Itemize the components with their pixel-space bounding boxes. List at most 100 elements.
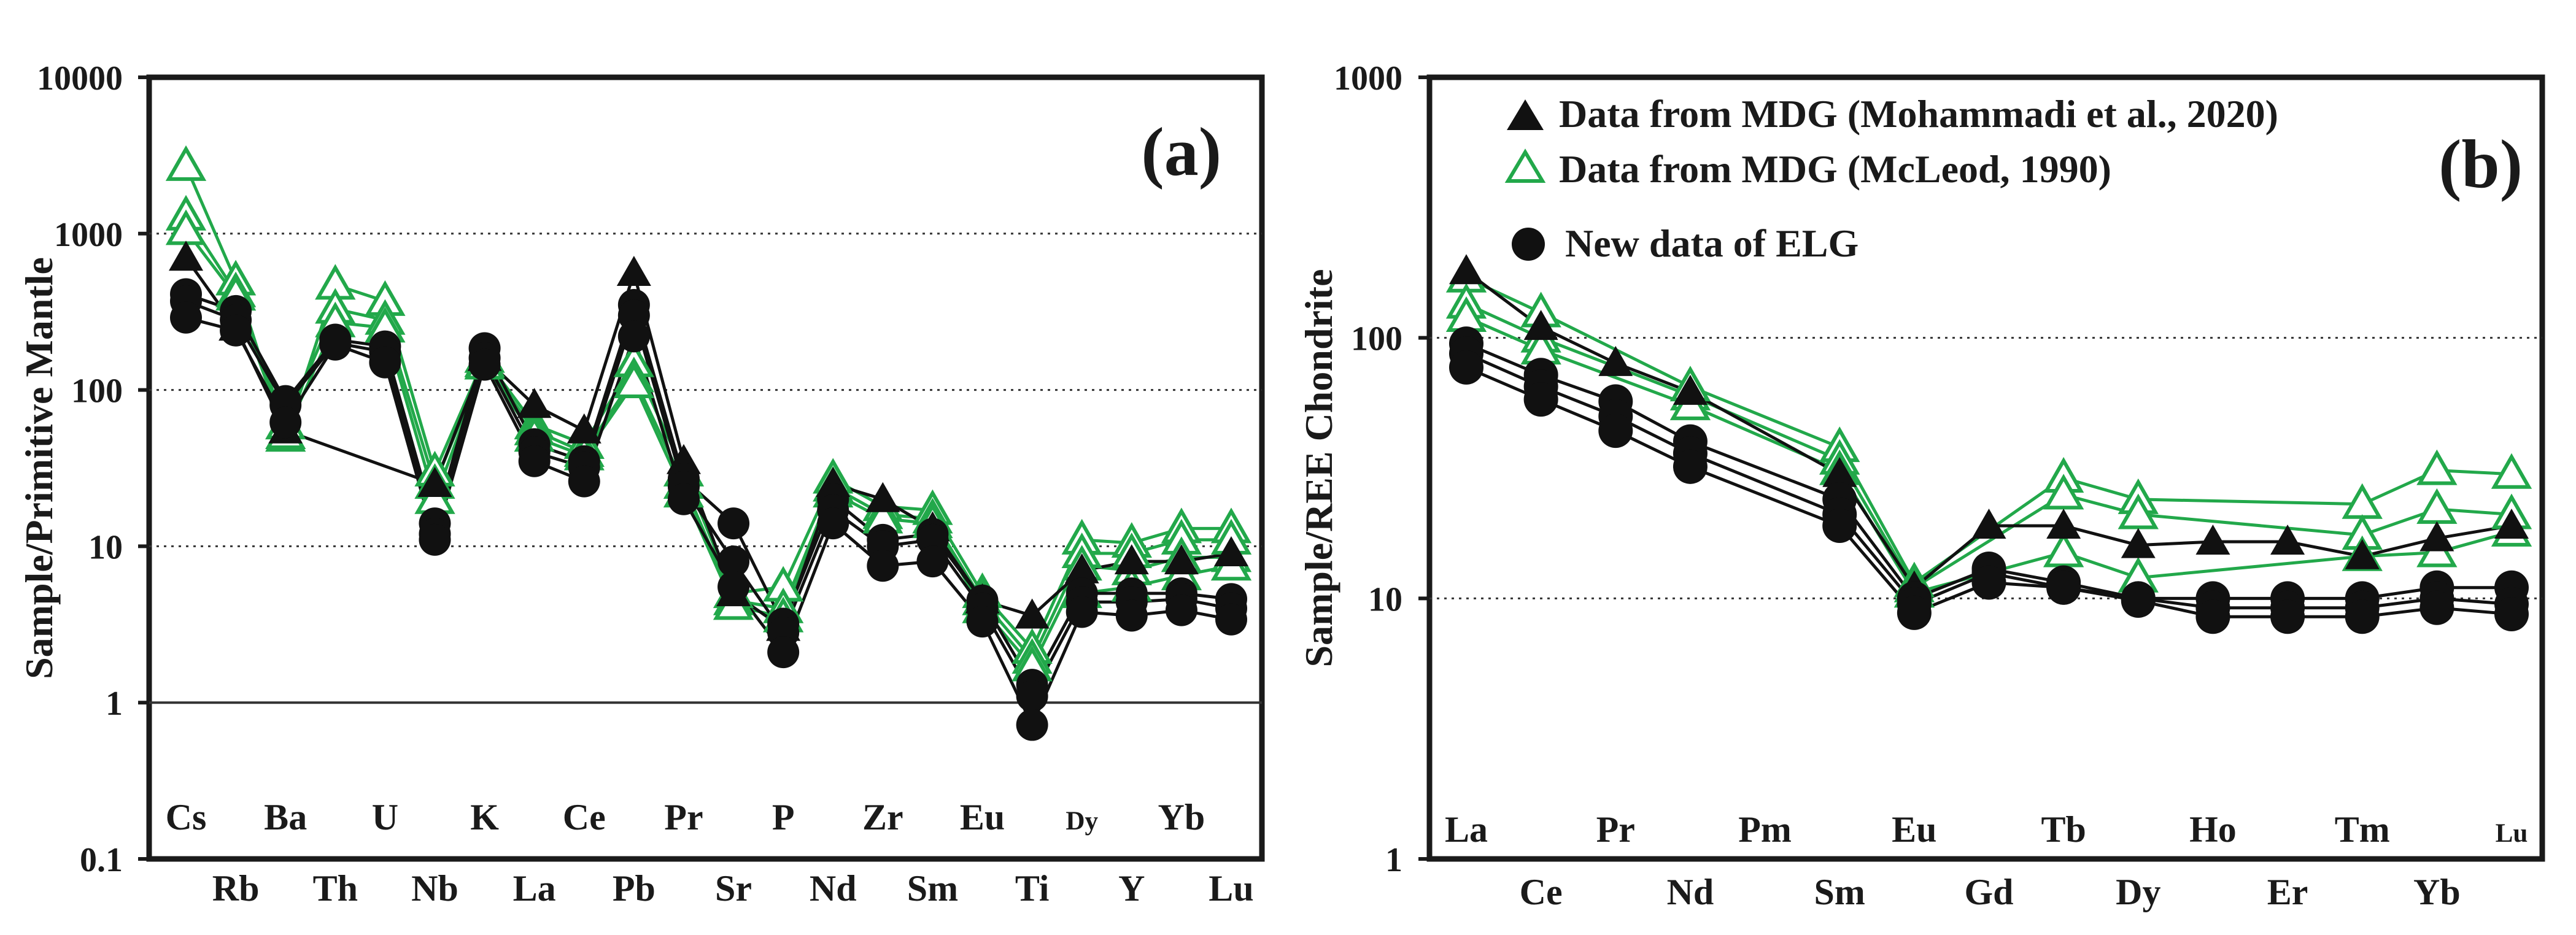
x-category-label-dy: Dy bbox=[1066, 807, 1098, 836]
x-category-label-zr: Zr bbox=[862, 797, 903, 837]
data-point-mohammadi-lu bbox=[2494, 508, 2529, 539]
x-category-label-la: La bbox=[1445, 809, 1488, 850]
x-category-label-yb: Yb bbox=[1158, 797, 1205, 837]
series-line-mcleod-4 bbox=[1081, 564, 1232, 595]
x-category-label-cs: Cs bbox=[166, 797, 207, 837]
panel-b-legend: Data from MDG (Mohammadi et al., 2020) D… bbox=[1504, 92, 2278, 265]
panel-a-plot-frame bbox=[146, 74, 1265, 862]
panel-b-y-axis-title: Sample/REE Chondrite bbox=[1297, 269, 1340, 668]
y-tick-label: 1000 bbox=[54, 216, 123, 254]
x-category-label-ti: Ti bbox=[1015, 868, 1050, 909]
panel-b-x-labels: La Ce Pr Nd Pm Sm Eu Gd Tb Dy Ho Er Tm Yb Lu bbox=[1445, 809, 2528, 912]
panel-b-gridlines bbox=[1429, 337, 2542, 599]
legend-filled-triangle-marker bbox=[1507, 99, 1544, 130]
data-point-mohammadi-gd bbox=[1971, 508, 2006, 539]
data-point-mohammadi-pb bbox=[616, 255, 651, 286]
data-point-mohammadi-sm bbox=[1822, 456, 1857, 487]
data-point-elg-ti bbox=[1016, 680, 1048, 712]
x-category-label-nd: Nd bbox=[810, 868, 857, 909]
panel-a-label: (a) bbox=[1141, 114, 1221, 190]
x-category-label-la: La bbox=[513, 868, 556, 909]
data-point-elg-yb bbox=[2419, 590, 2454, 625]
x-category-label-pr: Pr bbox=[664, 797, 703, 837]
y-tick-label: 0.1 bbox=[80, 841, 123, 879]
panel-b-y-ticks: 1 10 100 1000 bbox=[1334, 60, 1429, 879]
panel-a-gridlines bbox=[149, 233, 1262, 704]
panel-b-plot-frame bbox=[1426, 74, 2545, 862]
data-point-mohammadi-tb bbox=[2046, 508, 2081, 539]
x-category-label-pb: Pb bbox=[613, 868, 656, 909]
x-category-label-dy: Dy bbox=[2116, 872, 2160, 912]
series-line-elg-5 bbox=[185, 293, 1232, 688]
x-category-label-tm: Tm bbox=[2335, 809, 2390, 850]
data-point-elg-rb bbox=[220, 314, 252, 347]
legend-label-mohammadi: Data from MDG (Mohammadi et al., 2020) bbox=[1559, 92, 2278, 136]
legend-item-mcleod: Data from MDG (McLeod, 1990) bbox=[1504, 147, 2111, 191]
data-point-elg-pr bbox=[667, 483, 700, 515]
data-point-mohammadi-dy bbox=[1064, 553, 1099, 583]
data-point-elg-eu bbox=[1897, 595, 1932, 630]
x-category-label-ho: Ho bbox=[2189, 809, 2237, 850]
data-point-elg-k bbox=[468, 348, 501, 381]
data-point-elg-lu bbox=[1215, 603, 1247, 636]
data-point-mcleod-pb bbox=[613, 363, 655, 399]
y-tick-label: 1 bbox=[1385, 841, 1402, 879]
data-point-mohammadi-lu bbox=[1214, 536, 1248, 567]
data-point-elg-tm bbox=[2345, 599, 2380, 634]
x-category-label-rb: Rb bbox=[212, 868, 260, 909]
data-point-mohammadi-ce bbox=[567, 413, 601, 444]
data-point-mohammadi-la bbox=[517, 388, 552, 418]
data-point-elg-zr bbox=[867, 550, 899, 582]
data-point-mohammadi-yb bbox=[2419, 521, 2454, 552]
data-point-elg-th bbox=[319, 328, 352, 361]
data-point-elg-u bbox=[369, 346, 401, 379]
x-category-label-eu: Eu bbox=[960, 797, 1005, 837]
x-category-label-th: Th bbox=[313, 868, 358, 909]
x-category-label-tb: Tb bbox=[2041, 809, 2086, 850]
panel-a-y-ticks: 0.1 1 10 100 1000 10000 bbox=[37, 60, 149, 879]
data-point-elg-eu bbox=[966, 606, 999, 638]
x-category-label-eu: Eu bbox=[1892, 809, 1936, 850]
legend-filled-circle-marker bbox=[1512, 228, 1545, 261]
data-point-elg-tb bbox=[2046, 570, 2081, 605]
legend-open-triangle-marker bbox=[1504, 148, 1546, 183]
x-category-label-er: Er bbox=[2267, 872, 2308, 912]
data-point-elg-la bbox=[518, 445, 551, 477]
legend-item-elg: New data of ELG bbox=[1512, 221, 1859, 265]
data-point-mcleod-lu bbox=[2491, 453, 2532, 489]
data-point-mcleod-cs bbox=[165, 145, 207, 181]
y-tick-label: 1000 bbox=[1334, 60, 1402, 98]
x-category-label-ba: Ba bbox=[264, 797, 307, 837]
y-tick-label: 10 bbox=[1368, 580, 1402, 618]
y-tick-label: 100 bbox=[1351, 320, 1402, 358]
x-category-label-gd: Gd bbox=[1964, 872, 2013, 912]
data-point-mohammadi-nb bbox=[417, 467, 452, 498]
legend-item-mohammadi: Data from MDG (Mohammadi et al., 2020) bbox=[1507, 92, 2278, 136]
data-point-elg-ho bbox=[2195, 599, 2230, 634]
data-point-mohammadi-zr bbox=[865, 482, 900, 512]
data-point-elg-nd bbox=[1673, 449, 1708, 484]
data-point-elg-sm bbox=[916, 545, 949, 578]
data-point-elg-la bbox=[1449, 350, 1483, 385]
x-category-label-ce: Ce bbox=[1520, 872, 1563, 912]
x-category-label-nd: Nd bbox=[1667, 872, 1714, 912]
x-category-label-lu: Lu bbox=[2496, 819, 2528, 848]
data-point-elg-dy bbox=[2121, 583, 2156, 618]
data-point-mohammadi-la bbox=[1449, 254, 1483, 285]
data-point-mcleod-tb bbox=[2043, 474, 2084, 510]
data-point-mohammadi-er bbox=[2270, 524, 2305, 555]
x-category-label-sr: Sr bbox=[715, 868, 752, 909]
data-point-mcleod-tm bbox=[2342, 483, 2383, 519]
y-tick-label: 10000 bbox=[37, 60, 123, 98]
data-point-elg-gd bbox=[1971, 565, 2006, 600]
data-point-mohammadi-pr bbox=[1598, 345, 1633, 376]
x-category-label-pm: Pm bbox=[1738, 809, 1792, 850]
data-point-elg-p bbox=[767, 636, 800, 669]
data-point-elg-pb bbox=[617, 320, 650, 353]
data-point-elg-dy bbox=[1066, 596, 1098, 628]
data-point-elg-er bbox=[2270, 599, 2305, 634]
data-point-elg-cs bbox=[170, 301, 202, 334]
data-point-mohammadi-dy bbox=[2121, 528, 2156, 558]
